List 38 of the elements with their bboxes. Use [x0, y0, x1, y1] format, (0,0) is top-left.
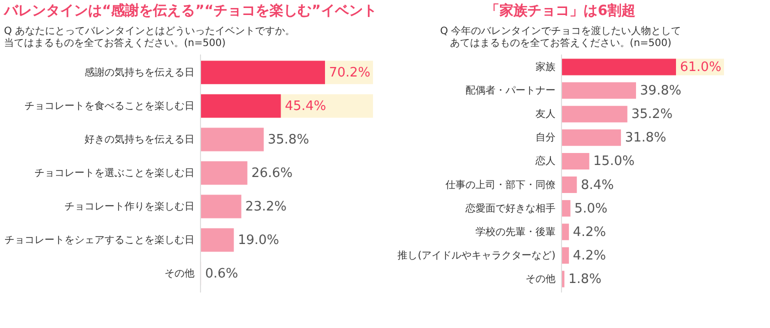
- data-label: 15.0%: [593, 154, 635, 170]
- y-tick-label: 配偶者・パートナー: [466, 84, 556, 97]
- y-tick-label: 恋人: [534, 155, 556, 168]
- y-tick-label: 友人: [536, 109, 556, 120]
- y-tick-label: チョコレートを選ぶことを楽しむ日: [34, 167, 194, 179]
- y-tick-label: その他: [526, 273, 556, 286]
- y-tick-label: 自分: [536, 132, 556, 144]
- data-label: 0.6%: [205, 266, 238, 282]
- chart-title: バレンタインは“感謝を伝える”“チョコを楽しむ”イベント: [3, 2, 377, 19]
- data-label: 5.0%: [574, 201, 608, 216]
- data-label: 4.2%: [572, 224, 606, 240]
- data-label: 26.6%: [251, 166, 293, 181]
- data-label: 31.8%: [624, 130, 666, 146]
- y-tick-label: 仕事の上司・部下・同僚: [446, 178, 556, 191]
- y-tick-label: 家族: [536, 60, 556, 73]
- data-label: 45.4%: [284, 98, 326, 114]
- chart-title: 「家族チョコ」は6割超: [486, 2, 636, 19]
- y-tick-label: 好きの気持ちを伝える日: [84, 133, 194, 146]
- data-label: 70.2%: [329, 65, 370, 80]
- y-tick-label: 恋愛面で好きな相手: [464, 202, 556, 214]
- chart-subtitle: Q あなたにとってバレンタインとはどういったイベントですか。当てはまるものを全てお答えください。(n=500): [4, 26, 296, 49]
- y-tick-label: チョコレート作りを楽しむ日: [64, 200, 194, 213]
- y-tick-label: 学校の先輩・後輩: [476, 226, 556, 238]
- y-tick-label: その他: [164, 268, 194, 280]
- data-label: 4.2%: [572, 248, 606, 264]
- data-label: 1.8%: [568, 272, 602, 288]
- chart-subtitle: Q 今年のバレンタインでチョコを渡したい人物としてあてはまるものを全てお答えください。(n=500): [440, 25, 682, 49]
- y-tick-label: 推し(アイドルやキャラクターなど): [398, 249, 556, 262]
- y-tick-label: チョコレートをシェアすることを楽しむ日: [4, 234, 194, 246]
- data-label: 19.0%: [238, 233, 280, 248]
- data-label: 23.2%: [245, 200, 287, 215]
- data-label: 61.0%: [680, 60, 722, 75]
- data-label: 35.2%: [631, 107, 673, 122]
- y-tick-label: チョコレートを食べることを楽しむ日: [24, 100, 194, 112]
- data-label: 8.4%: [580, 178, 614, 193]
- y-tick-label: 感謝の気持ちを伝える日: [84, 66, 194, 78]
- data-label: 35.8%: [268, 132, 310, 148]
- data-label: 39.8%: [640, 84, 682, 99]
